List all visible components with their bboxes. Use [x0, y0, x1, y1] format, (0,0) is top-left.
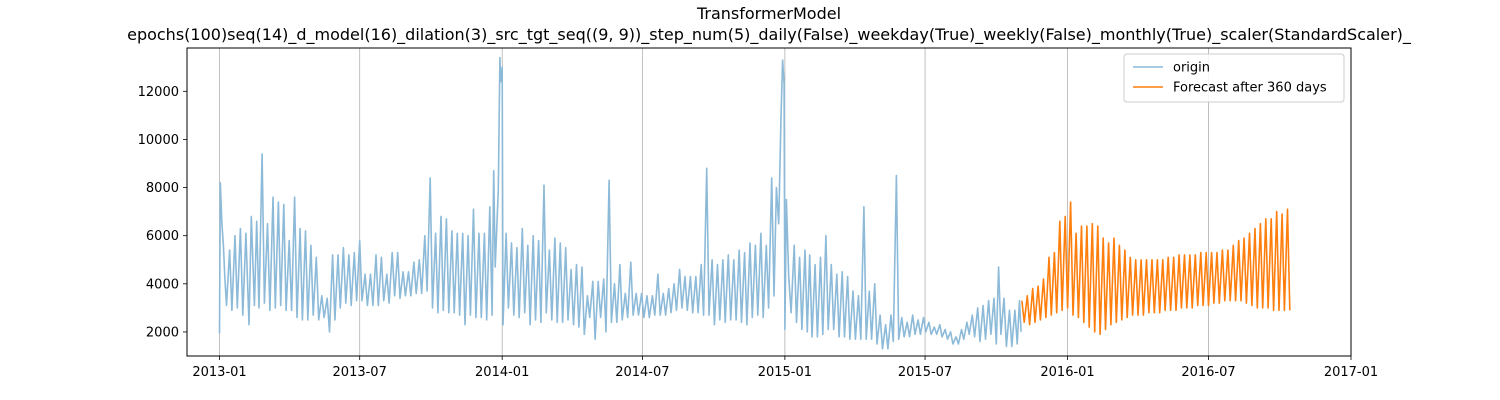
plot-frame: [186, 47, 1352, 357]
y-tick-label: 4000: [146, 277, 179, 292]
legend-box: [1123, 53, 1345, 103]
x-tick-label: 2015-01: [758, 365, 812, 380]
y-axis: 2000 4000 6000 8000 10000 12000: [138, 85, 187, 340]
x-tick-label: 2013-01: [192, 365, 246, 380]
chart-title: TransformerModel: [696, 4, 841, 23]
series-line-origin: [218, 56, 1022, 350]
x-tick-label: 2013-07: [333, 365, 387, 380]
x-tick-label: 2017-01: [1324, 365, 1378, 380]
y-tick-label: 6000: [146, 229, 179, 244]
y-tick-label: 8000: [146, 181, 179, 196]
series-lines: [218, 56, 1291, 350]
y-tick-label: 12000: [138, 85, 179, 100]
legend-label-forecast: Forecast after 360 days: [1173, 81, 1327, 96]
x-tick-label: 2014-07: [615, 365, 669, 380]
x-tick-label: 2016-01: [1040, 365, 1094, 380]
x-tick-label: 2015-07: [898, 365, 952, 380]
legend: origin Forecast after 360 days: [1123, 53, 1345, 103]
y-tick-label: 10000: [138, 133, 179, 148]
series-line-forecast: [1021, 201, 1291, 336]
chart-subtitle: epochs(100)seq(14)_d_model(16)_dilation(…: [127, 25, 1412, 45]
x-tick-label: 2014-01: [475, 365, 529, 380]
legend-label-origin: origin: [1173, 61, 1210, 76]
x-axis: 2013-01 2013-07 2014-01 2014-07 2015-01 2015-…: [192, 356, 1378, 380]
y-tick-label: 2000: [146, 325, 179, 340]
x-tick-label: 2016-07: [1181, 365, 1235, 380]
